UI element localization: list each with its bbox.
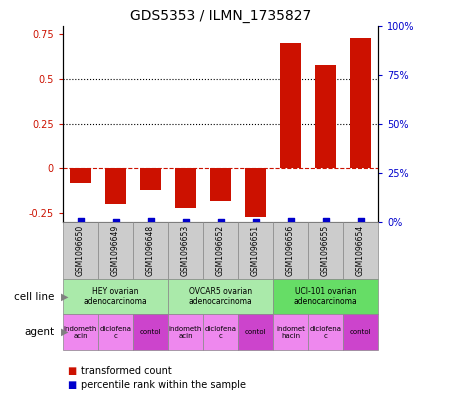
Text: cell line: cell line bbox=[14, 292, 54, 302]
Text: diclofena
c: diclofena c bbox=[204, 325, 237, 339]
Point bbox=[112, 219, 119, 225]
Text: GSM1096650: GSM1096650 bbox=[76, 225, 85, 276]
Text: GSM1096656: GSM1096656 bbox=[286, 225, 295, 276]
Bar bbox=[343, 314, 378, 350]
Bar bbox=[273, 279, 378, 314]
Text: transformed count: transformed count bbox=[81, 366, 172, 376]
Bar bbox=[168, 314, 203, 350]
Bar bbox=[98, 314, 133, 350]
Text: indomet
hacin: indomet hacin bbox=[276, 325, 305, 339]
Text: HEY ovarian
adenocarcinoma: HEY ovarian adenocarcinoma bbox=[84, 287, 148, 307]
Text: indometh
acin: indometh acin bbox=[64, 325, 97, 339]
Bar bbox=[315, 65, 336, 169]
Bar bbox=[98, 222, 133, 279]
Bar bbox=[273, 314, 308, 350]
Bar bbox=[245, 169, 266, 217]
Text: GSM1096651: GSM1096651 bbox=[251, 225, 260, 276]
Text: ▶: ▶ bbox=[61, 327, 68, 337]
Bar bbox=[63, 222, 98, 279]
Bar bbox=[273, 222, 308, 279]
Point bbox=[287, 218, 294, 224]
Bar bbox=[308, 314, 343, 350]
Bar bbox=[63, 314, 98, 350]
Point bbox=[182, 219, 189, 225]
Text: indometh
acin: indometh acin bbox=[169, 325, 202, 339]
Bar bbox=[70, 169, 91, 183]
Point bbox=[217, 219, 224, 225]
Point bbox=[77, 218, 84, 224]
Text: percentile rank within the sample: percentile rank within the sample bbox=[81, 380, 246, 390]
Text: contol: contol bbox=[245, 329, 266, 335]
Text: GSM1096652: GSM1096652 bbox=[216, 225, 225, 276]
Bar bbox=[203, 222, 238, 279]
Bar bbox=[140, 169, 161, 190]
Text: GSM1096648: GSM1096648 bbox=[146, 225, 155, 276]
Bar bbox=[175, 169, 196, 208]
Text: GSM1096653: GSM1096653 bbox=[181, 225, 190, 276]
Bar bbox=[133, 314, 168, 350]
Text: ■: ■ bbox=[68, 366, 77, 376]
Title: GDS5353 / ILMN_1735827: GDS5353 / ILMN_1735827 bbox=[130, 9, 311, 23]
Bar bbox=[308, 222, 343, 279]
Bar bbox=[350, 38, 371, 169]
Bar bbox=[203, 314, 238, 350]
Text: agent: agent bbox=[24, 327, 54, 337]
Text: OVCAR5 ovarian
adenocarcinoma: OVCAR5 ovarian adenocarcinoma bbox=[189, 287, 252, 307]
Text: ▶: ▶ bbox=[61, 292, 68, 302]
Text: diclofena
c: diclofena c bbox=[99, 325, 131, 339]
Bar bbox=[133, 222, 168, 279]
Text: GSM1096654: GSM1096654 bbox=[356, 225, 365, 276]
Point bbox=[252, 219, 259, 225]
Point bbox=[357, 218, 364, 224]
Bar bbox=[168, 222, 203, 279]
Point bbox=[322, 218, 329, 224]
Text: ■: ■ bbox=[68, 380, 77, 390]
Text: contol: contol bbox=[140, 329, 161, 335]
Bar bbox=[210, 169, 231, 200]
Bar bbox=[280, 43, 301, 169]
Text: GSM1096655: GSM1096655 bbox=[321, 225, 330, 276]
Text: GSM1096649: GSM1096649 bbox=[111, 225, 120, 276]
Bar bbox=[238, 222, 273, 279]
Bar bbox=[168, 279, 273, 314]
Text: UCI-101 ovarian
adenocarcinoma: UCI-101 ovarian adenocarcinoma bbox=[293, 287, 357, 307]
Bar bbox=[63, 279, 168, 314]
Text: contol: contol bbox=[350, 329, 371, 335]
Bar bbox=[343, 222, 378, 279]
Text: diclofena
c: diclofena c bbox=[310, 325, 342, 339]
Point bbox=[147, 219, 154, 225]
Bar bbox=[105, 169, 126, 204]
Bar bbox=[238, 314, 273, 350]
